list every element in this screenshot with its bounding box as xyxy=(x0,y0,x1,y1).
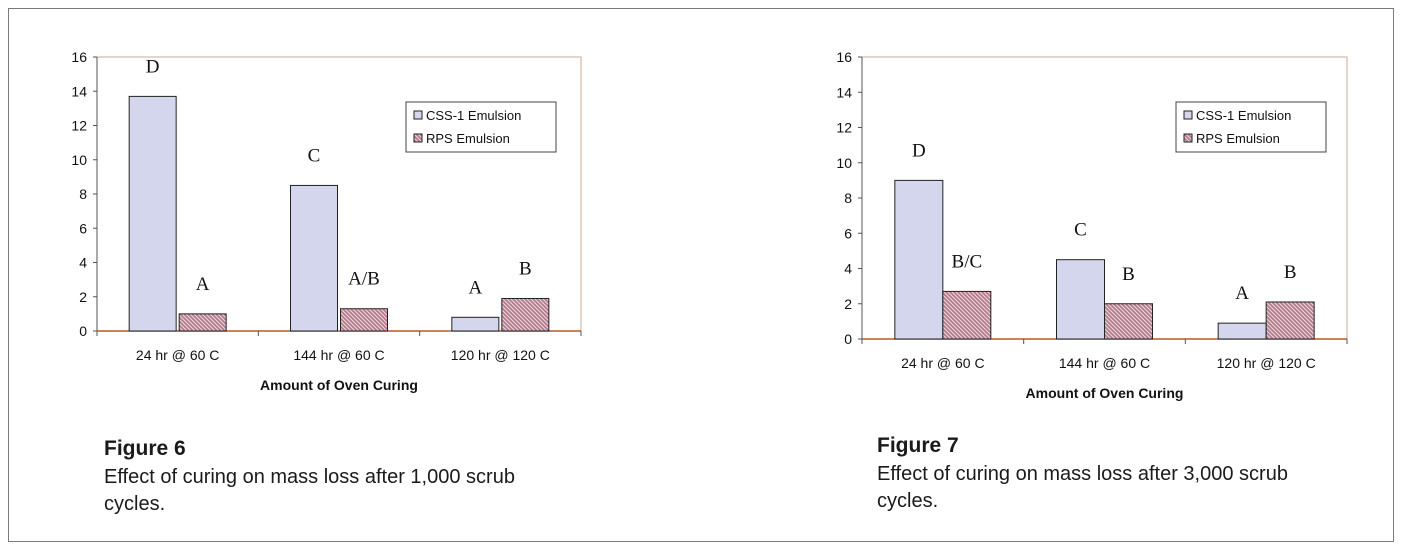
css1-bar xyxy=(1217,322,1267,340)
y-tick-label: 8 xyxy=(844,190,852,206)
figure-6-title: Figure 6 xyxy=(104,437,186,460)
y-tick-label: 16 xyxy=(71,49,87,65)
bar-data-label: A/B xyxy=(348,269,380,290)
figure-frame xyxy=(8,8,1394,542)
rps-bar xyxy=(1104,303,1153,340)
figure-6-description: Effect of curing on mass loss after 1,00… xyxy=(104,466,515,515)
rps-bar xyxy=(1265,301,1315,340)
x-tick-label: 144 hr @ 60 C xyxy=(1059,355,1150,371)
plot-border xyxy=(862,56,1348,339)
legend-swatch xyxy=(1183,133,1193,143)
bar-data-label: D xyxy=(146,56,160,77)
bar-data-label: C xyxy=(1074,220,1087,241)
rps-bar xyxy=(340,308,388,332)
css1-bar xyxy=(894,179,944,340)
y-tick-label: 14 xyxy=(71,83,87,99)
legend-box xyxy=(405,101,557,153)
x-tick-label: 120 hr @ 120 C xyxy=(1217,355,1316,371)
x-axis-title: Amount of Oven Curing xyxy=(260,377,418,393)
bar-data-label: B xyxy=(1284,262,1297,283)
x-tick-label: 24 hr @ 60 C xyxy=(136,347,219,363)
y-tick-label: 14 xyxy=(836,84,852,100)
rps-bar xyxy=(501,297,550,332)
legend: CSS-1 Emulsion RPS Emulsion xyxy=(1175,101,1327,153)
figure-7-plot: 0 2 4 6 8 10 12 14 16 D B/C 24 hr @ 60 C C B 144 hr @ … xyxy=(836,49,1348,401)
x-tick-label: 24 hr @ 60 C xyxy=(901,355,984,371)
bar-data-label: B xyxy=(1122,264,1135,285)
legend-swatch xyxy=(413,110,423,120)
legend-label: CSS-1 Emulsion xyxy=(426,108,521,123)
x-axis-title: Amount of Oven Curing xyxy=(1026,385,1184,401)
legend-swatch xyxy=(1183,110,1193,120)
figure-7-caption: Figure 7 Effect of curing on mass loss a… xyxy=(877,434,1397,515)
legend-label: CSS-1 Emulsion xyxy=(1196,108,1291,123)
legend: CSS-1 Emulsion RPS Emulsion xyxy=(405,101,557,153)
y-tick-label: 12 xyxy=(836,120,852,136)
y-tick-label: 4 xyxy=(79,255,87,271)
x-tick-label: 144 hr @ 60 C xyxy=(293,347,384,363)
y-tick-label: 16 xyxy=(836,49,852,65)
y-tick-label: 0 xyxy=(79,323,87,339)
y-tick-label: 2 xyxy=(844,296,852,312)
legend-box xyxy=(1175,101,1327,153)
rps-bar xyxy=(942,290,992,340)
css1-bar xyxy=(290,184,338,332)
figure-7-title: Figure 7 xyxy=(877,434,959,457)
rps-bar xyxy=(178,313,227,332)
bar-data-label: B xyxy=(519,258,532,279)
y-tick-label: 10 xyxy=(71,152,87,168)
legend-label: RPS Emulsion xyxy=(426,131,510,146)
css1-bar xyxy=(128,95,177,332)
y-tick-label: 0 xyxy=(844,331,852,347)
y-tick-label: 6 xyxy=(844,225,852,241)
bar-data-label: A xyxy=(468,277,482,298)
bar-data-label: A xyxy=(196,274,210,295)
figure-6-caption: Figure 6 Effect of curing on mass loss a… xyxy=(104,437,624,518)
bar-data-label: C xyxy=(308,145,321,166)
y-tick-label: 12 xyxy=(71,118,87,134)
figure-6-plot: 0 2 4 6 8 10 12 14 16 D A 24 hr @ 60 C C A/B 144 hr @ … xyxy=(71,49,582,393)
plot-border xyxy=(97,56,582,331)
legend-label: RPS Emulsion xyxy=(1196,131,1280,146)
y-tick-label: 2 xyxy=(79,289,87,305)
bar-data-label: A xyxy=(1235,283,1249,304)
legend-swatch xyxy=(413,133,423,143)
bar-data-label: D xyxy=(912,140,926,161)
css1-bar xyxy=(1056,259,1105,340)
y-tick-label: 6 xyxy=(79,220,87,236)
figure-7-description: Effect of curing on mass loss after 3,00… xyxy=(877,463,1288,512)
y-tick-label: 4 xyxy=(844,261,852,277)
y-tick-label: 10 xyxy=(836,155,852,171)
css1-bar xyxy=(451,316,500,332)
bar-data-label: B/C xyxy=(952,251,983,272)
y-tick-label: 8 xyxy=(79,186,87,202)
x-tick-label: 120 hr @ 120 C xyxy=(451,347,550,363)
